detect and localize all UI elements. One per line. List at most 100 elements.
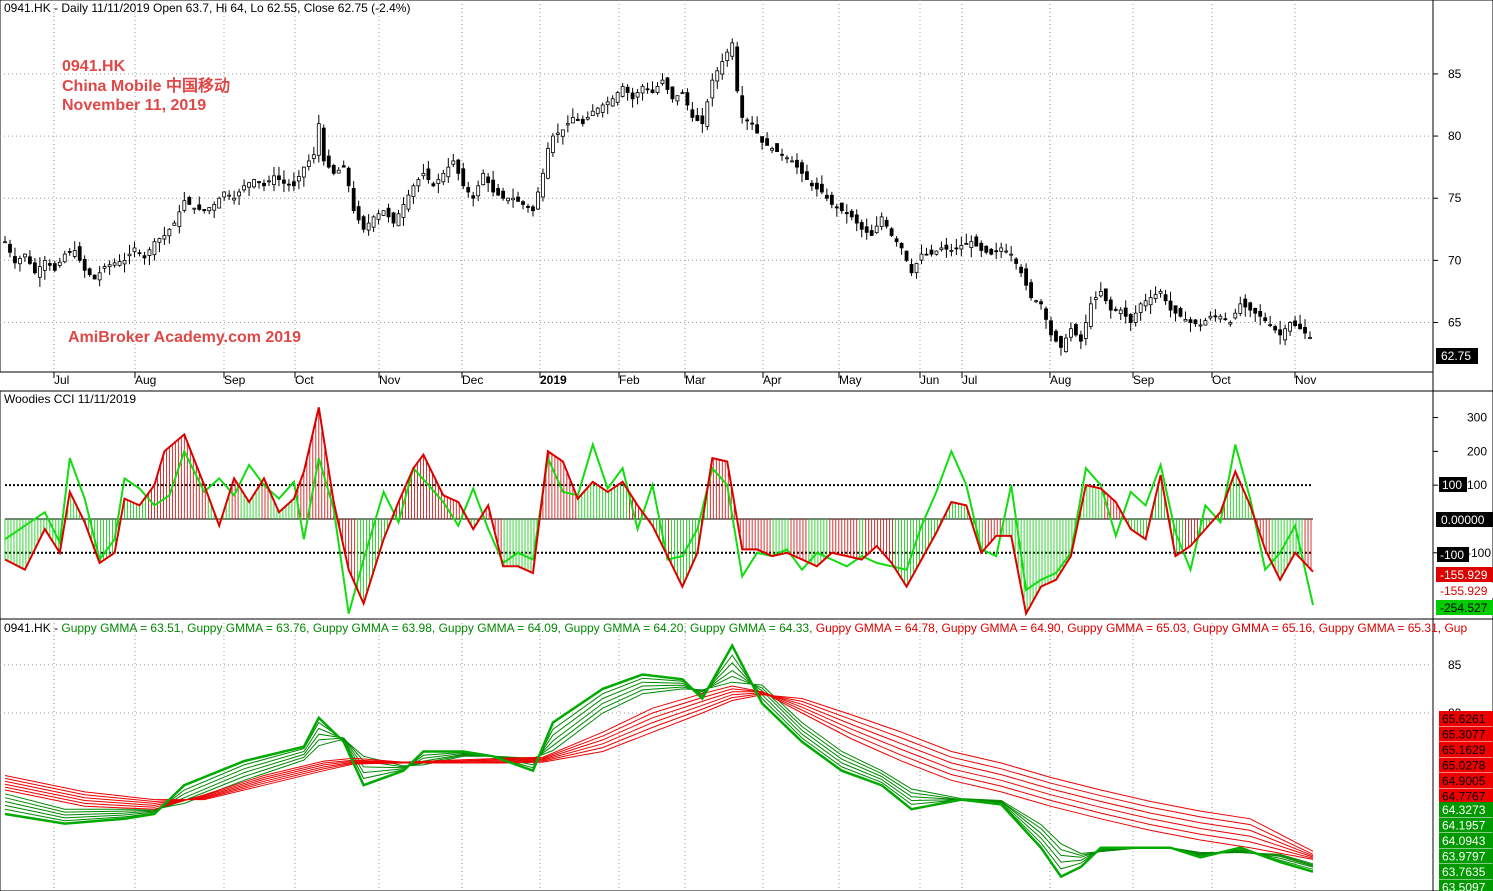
candle-body (560, 129, 565, 137)
time-axis-label: Dec (462, 373, 483, 387)
site-label: AmiBroker Academy.com 2019 (68, 329, 301, 346)
candle-body (157, 238, 162, 243)
candle-body (655, 85, 660, 94)
candle-body (92, 274, 97, 280)
candle-body (222, 191, 227, 198)
candle-body (580, 118, 585, 125)
candle-body (1158, 291, 1163, 294)
candle-body (660, 79, 665, 84)
price-y-tick: 80 (1448, 129, 1462, 143)
time-axis-label: Nov (379, 373, 400, 387)
candle-body (77, 246, 82, 261)
candle-body (421, 172, 426, 177)
candle-body (854, 214, 859, 224)
candle-body (1054, 330, 1058, 342)
candle-body (959, 245, 964, 250)
candle-body (919, 253, 924, 261)
time-axis-label: Mar (685, 373, 706, 387)
candle-body (441, 172, 446, 183)
candle-body (232, 197, 237, 201)
cci-tag-red1-bg (1436, 567, 1493, 582)
candle-body (695, 115, 700, 121)
candle-body (42, 259, 47, 271)
candle-body (650, 89, 655, 93)
candle-body (1258, 310, 1263, 317)
cci-y-ticks: -100 100 200 300 (1433, 411, 1491, 560)
candle-body (1293, 320, 1297, 327)
candle-body (999, 247, 1004, 252)
price-y-ticks: 65 70 75 80 85 (1433, 67, 1462, 330)
gmma-green-tag: 64.0943 (1442, 834, 1486, 848)
candle-body (944, 244, 949, 250)
candle-body (725, 51, 730, 62)
gmma-header-item: Guppy GMMA = 65.16, (1193, 621, 1319, 635)
candle-body (536, 191, 540, 210)
gmma-line-10 (4, 693, 1314, 855)
candle-body (177, 211, 182, 227)
candle-body (451, 160, 456, 165)
candle-body (1228, 322, 1233, 325)
candle-body (1203, 320, 1208, 326)
candle-body (750, 122, 755, 125)
time-axis-label: Aug (135, 373, 156, 387)
cci-lines (4, 407, 1314, 617)
candle-body (570, 117, 575, 124)
gmma-red-tag: 64.9005 (1442, 774, 1486, 788)
price-panel-frame (0, 0, 1434, 373)
candle-body (665, 77, 670, 90)
candle-body (1064, 337, 1068, 353)
candle-body (1193, 319, 1198, 325)
candle-body (595, 107, 600, 115)
candle-body (47, 263, 52, 266)
cci-tag-red2-bg (1436, 583, 1493, 598)
candle-body (1243, 298, 1248, 308)
candle-body (605, 101, 610, 106)
candle-body (1183, 318, 1188, 322)
gmma-green-tag: 63.9797 (1442, 850, 1486, 864)
candle-body (814, 182, 819, 190)
cci-tag-green: -254.527 (1440, 601, 1488, 615)
candle-body (979, 242, 984, 251)
candle-body (311, 154, 316, 159)
gmma-header-item: Guppy GMMA = 64.90, (942, 621, 1068, 635)
time-axis-label: 2019 (540, 373, 567, 387)
candle-body (710, 79, 715, 99)
candle-body (575, 118, 580, 121)
candle-body (291, 181, 296, 187)
gmma-y-tick: 85 (1448, 658, 1462, 672)
candle-body (287, 183, 291, 186)
candle-body (1188, 319, 1193, 323)
candle-body (974, 236, 979, 247)
gmma-green-tag-bg (1439, 864, 1493, 879)
candle-body (615, 92, 620, 103)
candle-body (640, 85, 645, 94)
cci-header: Woodies CCI 11/11/2019 (4, 392, 136, 406)
gmma-header-item: Guppy GMMA = 65.31, (1319, 621, 1445, 635)
candle-body (600, 104, 605, 113)
candle-body (585, 117, 590, 120)
candle-body (745, 119, 750, 122)
candle-body (476, 185, 481, 197)
candle-body (461, 168, 466, 187)
gmma-green-tag-bg (1439, 848, 1493, 864)
gmma-line-11 (4, 694, 1314, 852)
candle-body (217, 197, 222, 209)
candle-body (869, 230, 874, 236)
candle-body (62, 253, 67, 263)
candle-body (1233, 312, 1238, 319)
candle-body (252, 179, 256, 188)
candle-body (1123, 307, 1128, 317)
candle-body (1208, 315, 1213, 319)
candle-body (765, 138, 769, 146)
candle-body (1044, 308, 1048, 320)
watermark-symbol: 0941.HK (62, 58, 126, 75)
candle-body (501, 190, 505, 199)
candle-body (1223, 318, 1228, 321)
candle-body (506, 197, 510, 202)
candle-body (112, 262, 117, 266)
candle-body (1268, 324, 1273, 327)
candle-body (730, 42, 735, 57)
candle-body (934, 250, 939, 255)
candle-body (197, 204, 202, 210)
